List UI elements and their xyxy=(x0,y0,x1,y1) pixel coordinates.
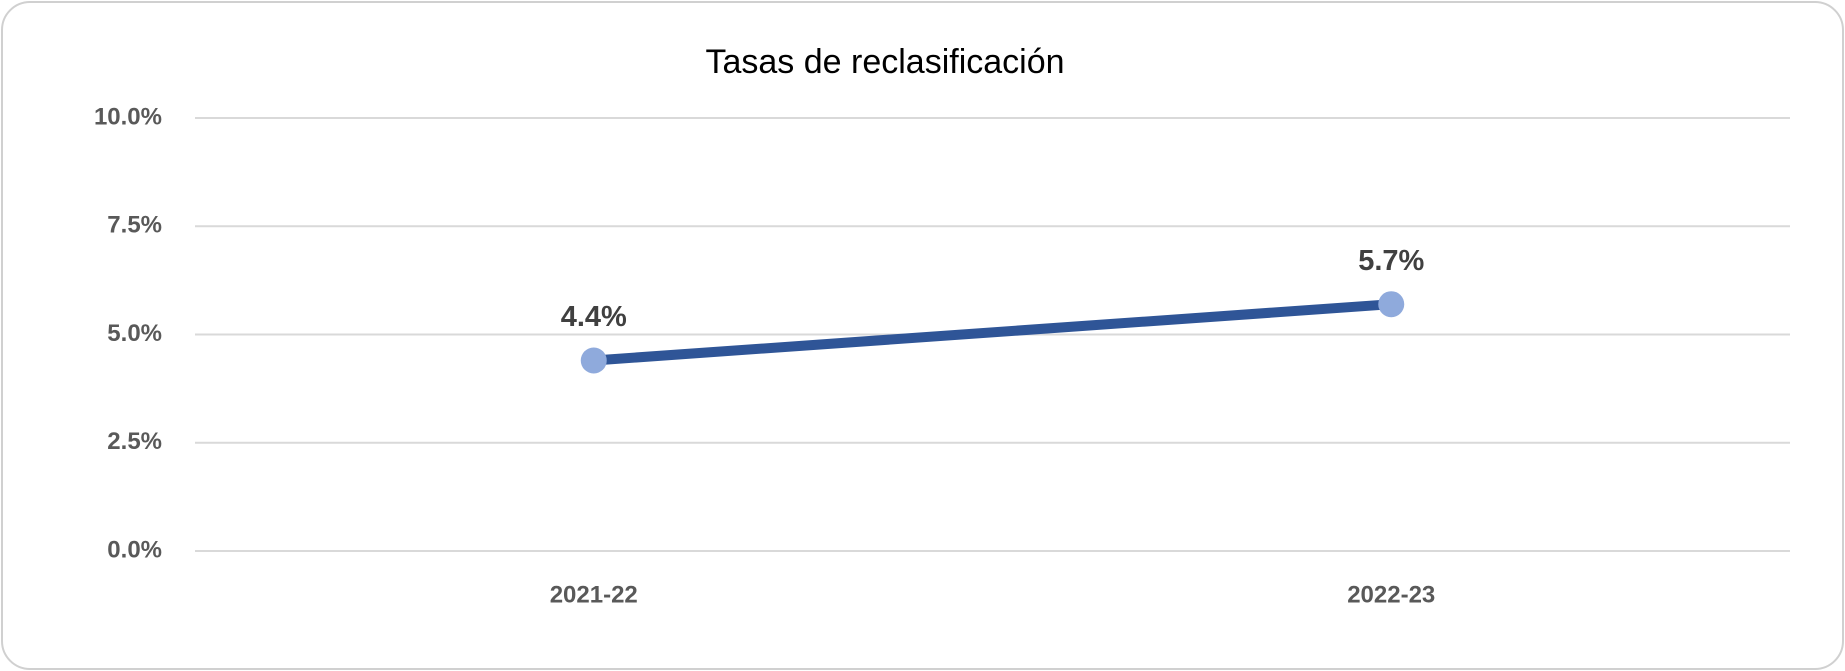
y-tick-label: 5.0% xyxy=(107,320,162,347)
x-tick-label: 2022-23 xyxy=(1347,581,1435,608)
y-tick-label: 2.5% xyxy=(107,428,162,455)
y-tick-label: 10.0% xyxy=(94,103,162,130)
marker xyxy=(580,347,607,374)
y-tick-label: 0.0% xyxy=(107,536,162,563)
chart-title: Tasas de reclasificación xyxy=(705,43,1064,81)
data-label: 4.4% xyxy=(561,301,627,333)
marker xyxy=(1378,291,1405,318)
data-label: 5.7% xyxy=(1358,245,1424,277)
x-tick-label: 2021-22 xyxy=(550,581,638,608)
line xyxy=(593,299,1392,366)
y-tick-label: 7.5% xyxy=(107,212,162,239)
